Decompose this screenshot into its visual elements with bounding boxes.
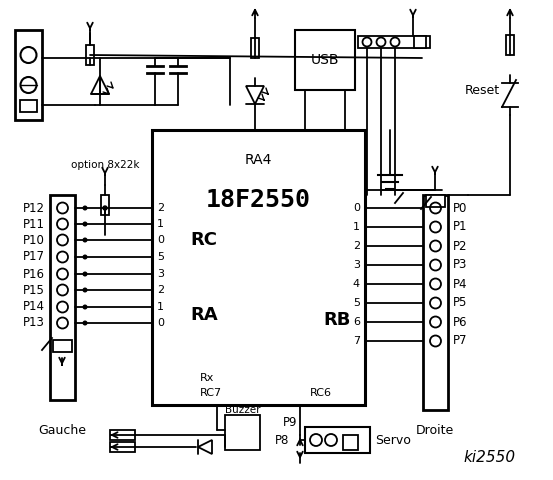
Bar [101, 195, 109, 215]
Text: 4: 4 [353, 279, 360, 289]
Bar [53, 340, 72, 352]
Text: P9: P9 [283, 417, 298, 430]
Text: P12: P12 [23, 202, 45, 215]
Text: RC: RC [190, 231, 217, 249]
Text: 0: 0 [157, 235, 164, 245]
Text: P7: P7 [453, 335, 467, 348]
Bar [110, 430, 135, 440]
Text: P16: P16 [23, 267, 45, 280]
Bar [50, 195, 75, 400]
Text: P3: P3 [453, 259, 467, 272]
Circle shape [83, 238, 87, 242]
Text: 18F2550: 18F2550 [206, 188, 311, 212]
Text: Rx: Rx [200, 373, 215, 383]
Circle shape [83, 255, 87, 259]
Text: 1: 1 [353, 222, 360, 232]
Text: P10: P10 [23, 233, 45, 247]
Text: P11: P11 [23, 217, 45, 230]
Bar [225, 415, 260, 450]
Text: P14: P14 [23, 300, 45, 313]
Text: 1: 1 [157, 302, 164, 312]
Bar [414, 36, 426, 48]
Text: 3: 3 [353, 260, 360, 270]
Text: Droite: Droite [416, 423, 454, 436]
Bar [506, 35, 514, 55]
Text: P4: P4 [453, 277, 467, 290]
Bar [20, 100, 37, 112]
Text: P6: P6 [453, 315, 467, 328]
Text: 5: 5 [157, 252, 164, 262]
Circle shape [83, 206, 87, 210]
Text: 3: 3 [157, 269, 164, 279]
Circle shape [83, 272, 87, 276]
Text: 5: 5 [353, 298, 360, 308]
Text: RA: RA [190, 306, 218, 324]
Bar [251, 38, 259, 58]
Text: P8: P8 [275, 433, 289, 446]
Text: ki2550: ki2550 [464, 451, 516, 466]
Text: USB: USB [311, 53, 339, 67]
Text: P5: P5 [453, 297, 467, 310]
Bar [15, 30, 42, 120]
Text: 2: 2 [157, 285, 164, 295]
Text: Buzzer: Buzzer [225, 405, 260, 415]
Text: P2: P2 [453, 240, 467, 252]
Bar [343, 435, 358, 450]
Text: Gauche: Gauche [38, 423, 86, 436]
Text: P13: P13 [23, 316, 45, 329]
Text: 0: 0 [157, 318, 164, 328]
Text: 6: 6 [353, 317, 360, 327]
Text: RC6: RC6 [310, 388, 332, 398]
Text: Servo: Servo [375, 433, 411, 446]
Circle shape [103, 206, 107, 210]
Text: 1: 1 [157, 219, 164, 229]
Text: P1: P1 [453, 220, 467, 233]
Text: option 8x22k: option 8x22k [71, 160, 139, 170]
Text: 0: 0 [353, 203, 360, 213]
Circle shape [83, 288, 87, 292]
Bar [152, 130, 365, 405]
Bar [110, 442, 135, 452]
Bar [423, 195, 448, 410]
Bar [295, 30, 355, 90]
Text: RC7: RC7 [200, 388, 222, 398]
Circle shape [83, 305, 87, 309]
Circle shape [83, 222, 87, 226]
Text: P17: P17 [23, 251, 45, 264]
Text: P15: P15 [23, 284, 45, 297]
Text: RB: RB [323, 311, 351, 329]
Text: RA4: RA4 [245, 153, 272, 167]
Text: Reset: Reset [465, 84, 500, 96]
Text: 7: 7 [353, 336, 360, 346]
Bar [305, 427, 370, 453]
Circle shape [83, 321, 87, 325]
Text: 2: 2 [353, 241, 360, 251]
Bar [426, 195, 445, 207]
Bar [358, 36, 430, 48]
Bar [86, 45, 94, 65]
Text: 2: 2 [157, 203, 164, 213]
Text: P0: P0 [453, 202, 467, 215]
